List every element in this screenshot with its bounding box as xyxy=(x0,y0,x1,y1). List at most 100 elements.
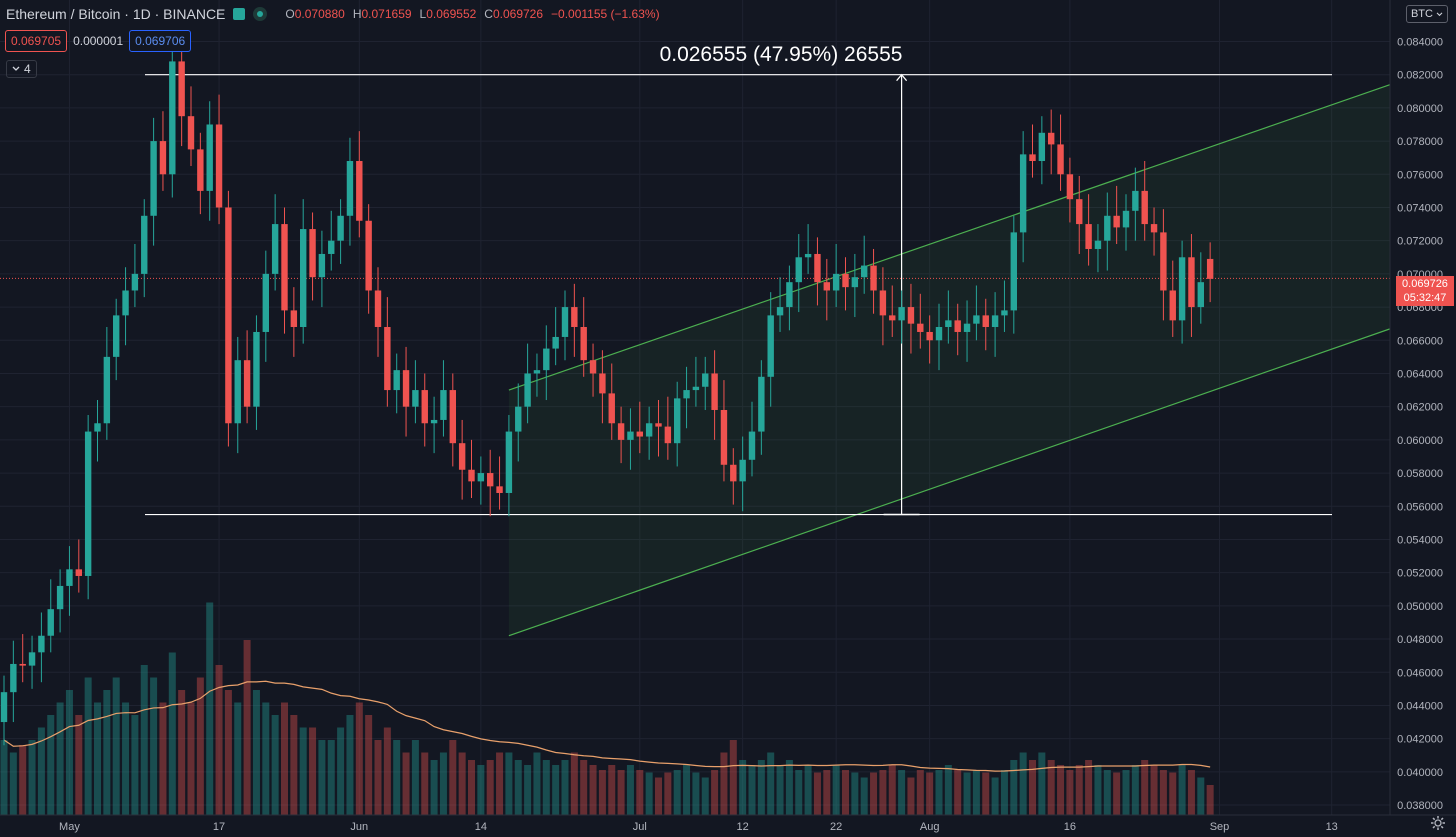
volume-bars xyxy=(0,602,1214,815)
candle-body xyxy=(870,265,877,291)
candle-body xyxy=(683,390,690,399)
open-label: O xyxy=(285,7,295,21)
price-axis[interactable]: 0.038000 0.040000 0.042000 0.044000 0.046000… xyxy=(1389,0,1456,837)
sell-button[interactable]: 0.069705 xyxy=(5,30,68,52)
volume-bar xyxy=(916,770,924,815)
volume-bar xyxy=(346,715,354,815)
volume-bar xyxy=(907,777,915,815)
volume-bar xyxy=(935,770,943,815)
candle-body xyxy=(337,215,344,241)
volume-bar xyxy=(636,770,644,815)
candle-body xyxy=(655,423,662,427)
candle-body xyxy=(1141,190,1148,225)
measure-arrowhead xyxy=(896,73,908,82)
volume-bar xyxy=(37,727,45,815)
volume-bar xyxy=(963,772,971,815)
candle-body xyxy=(505,431,513,493)
x-tick-label: Jul xyxy=(633,821,647,833)
candle-body xyxy=(487,473,494,487)
volume-bar xyxy=(1131,765,1139,815)
candle-body xyxy=(982,315,989,327)
chart-drawings[interactable] xyxy=(0,50,1456,637)
candle-body xyxy=(131,273,139,291)
volume-bar xyxy=(290,715,298,815)
candle-body xyxy=(384,326,391,391)
volume-bar xyxy=(617,770,625,815)
volume-bar xyxy=(168,652,176,815)
candle-body xyxy=(206,124,213,191)
volume-bar xyxy=(842,770,849,815)
y-tick-label: 0.046000 xyxy=(1397,667,1443,679)
change-value: −0.001155 (−1.63%) xyxy=(551,7,660,21)
candle-body xyxy=(122,290,129,316)
candle-body xyxy=(533,370,541,374)
x-tick-label: 22 xyxy=(830,821,842,833)
candle-body xyxy=(767,315,774,377)
green-flag-icon[interactable] xyxy=(233,8,246,20)
volume-bar xyxy=(701,777,709,815)
price-axis-background xyxy=(1390,0,1456,837)
volume-bar xyxy=(580,760,588,815)
y-tick-label: 0.038000 xyxy=(1397,800,1443,812)
candle-body xyxy=(215,124,223,208)
volume-bar xyxy=(103,690,111,815)
y-tick-label: 0.060000 xyxy=(1397,435,1443,447)
volume-bar xyxy=(318,740,326,815)
last-price-tag: 0.069726 05:32:47 xyxy=(1396,276,1454,306)
volume-bar xyxy=(692,772,700,815)
candle-body xyxy=(197,149,204,191)
chevron-down-icon xyxy=(12,66,20,71)
volume-bar xyxy=(1094,765,1102,815)
candle-body xyxy=(402,370,410,407)
low-label: L xyxy=(419,7,427,21)
ohlc-values: O0.070880 H0.071659 L0.069552 C0.069726 … xyxy=(285,7,659,21)
volume-bar xyxy=(561,760,569,815)
time-axis[interactable]: May17Jun14Jul1222Aug16Sep13Oct1 xyxy=(0,814,1456,837)
volume-bar xyxy=(140,665,148,815)
candle-body xyxy=(28,652,36,666)
gear-icon[interactable] xyxy=(1430,815,1446,831)
volume-bar xyxy=(178,690,186,815)
volume-bar xyxy=(683,765,691,815)
y-tick-label: 0.062000 xyxy=(1397,402,1443,414)
candle-body xyxy=(496,486,503,493)
indicators-toggle[interactable]: 4 xyxy=(6,60,37,78)
candle-body xyxy=(1169,290,1176,321)
candle-body xyxy=(879,290,887,316)
volume-bar xyxy=(954,770,962,815)
y-tick-label: 0.056000 xyxy=(1397,501,1443,513)
x-tick-label: 17 xyxy=(213,821,225,833)
volume-bar xyxy=(374,740,382,815)
volume-bar xyxy=(524,765,532,815)
candle-body xyxy=(103,356,111,424)
candle-body xyxy=(692,386,700,391)
candle-body xyxy=(991,315,999,327)
y-tick-label: 0.042000 xyxy=(1397,734,1443,746)
candle-body xyxy=(1048,132,1055,145)
candle-body xyxy=(150,141,157,216)
symbol-title[interactable]: Ethereum / Bitcoin · 1D · BINANCE xyxy=(6,6,226,22)
volume-bar xyxy=(411,740,419,815)
candle-body xyxy=(1188,257,1195,308)
volume-ma-line xyxy=(3,680,1211,772)
candle-body xyxy=(290,310,298,327)
buy-button[interactable]: 0.069706 xyxy=(129,30,192,52)
volume-bar xyxy=(1103,770,1111,815)
volume-bar xyxy=(131,715,139,815)
volume-bar xyxy=(608,765,616,815)
volume-bar xyxy=(215,665,223,815)
currency-selector[interactable]: BTC xyxy=(1405,5,1448,23)
volume-bar xyxy=(159,702,167,815)
volume-bar xyxy=(1038,752,1046,815)
volume-bar xyxy=(271,715,279,815)
volume-bar xyxy=(1085,760,1093,815)
x-tick-label: 12 xyxy=(737,821,749,833)
volume-bar xyxy=(355,702,363,815)
y-tick-label: 0.084000 xyxy=(1397,36,1443,48)
candle-body xyxy=(281,224,288,311)
spread-value: 0.000001 xyxy=(73,34,124,48)
x-tick-label: Aug xyxy=(920,821,940,833)
candle-body xyxy=(842,273,849,288)
volume-bar xyxy=(196,677,204,815)
